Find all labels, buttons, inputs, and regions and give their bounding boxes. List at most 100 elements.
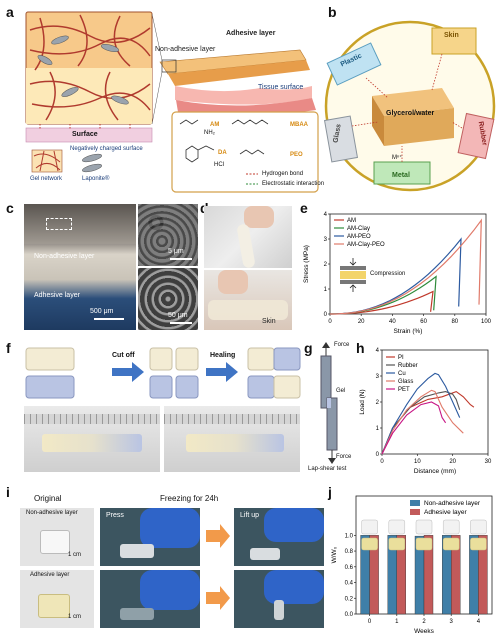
legend-da: DA — [218, 150, 227, 156]
sample-thumb-adhesive — [361, 537, 378, 551]
y-tick-label: 2 — [324, 262, 328, 268]
legend-label: Rubber — [398, 363, 418, 369]
scale-label-top: 5 μm — [168, 248, 184, 255]
scale-bar-bottom — [170, 322, 192, 324]
y-tick-label: 0.8 — [345, 549, 354, 555]
panel-b-diagram — [323, 20, 496, 192]
label-glycerol-water: Glycerol/water — [386, 110, 435, 117]
legend-nh2: NH₂ — [204, 130, 215, 136]
sample-thumb-adhesive — [415, 537, 433, 551]
bar-adhesive-layer — [450, 535, 461, 615]
sem-image-top — [138, 204, 198, 266]
scale-label-i-1: 1 cm — [68, 552, 82, 558]
label-d-skin: Skin — [262, 318, 276, 325]
bar-adhesive-layer — [478, 535, 488, 615]
x-axis-label: Weeks — [414, 628, 434, 635]
y-tick-label: 0.6 — [345, 565, 354, 571]
chart-j: 0.0 0.2 0.4 0.6 0.8 1.0 Weeks W/W₀ 0 1 2 3 4 Non-adhe… — [331, 495, 493, 635]
sample-thumb-adhesive — [442, 537, 460, 551]
panel-label-g: g — [304, 340, 313, 356]
bar-adhesive-layer — [369, 535, 379, 615]
x-tick-label: 0 — [368, 619, 372, 625]
sample-thumb-non-adhesive — [415, 519, 433, 535]
label-skin: Skin — [444, 32, 459, 39]
legend-label: Glass — [398, 379, 413, 385]
label-i-adhesive: Adhesive layer — [30, 572, 70, 578]
arrows-i — [206, 524, 230, 610]
x-tick-label: 1 — [395, 619, 399, 625]
label-cut-off: Cut off — [112, 352, 135, 359]
series-line-am — [330, 290, 434, 315]
label-c-non-adhesive: Non-adhesive layer — [34, 253, 95, 260]
legend-swatch — [410, 500, 420, 506]
label-lift-up: Lift up — [240, 512, 260, 519]
bar-adhesive-layer — [396, 535, 407, 615]
y-tick-label: 3 — [376, 374, 380, 380]
legend-label: Cu — [398, 371, 406, 377]
legend-hcl: HCl — [214, 162, 224, 168]
label-surface: Surface — [72, 131, 98, 138]
label-freezing: Freezing for 24h — [160, 494, 219, 503]
label-healing: Healing — [210, 352, 236, 359]
scale-label-i-2: 1 cm — [68, 614, 82, 620]
legend-label: AM-Clay-PEO — [347, 242, 385, 248]
inset-plate-bottom — [340, 280, 366, 284]
scale-label-main: 500 μm — [90, 308, 114, 315]
sample-thumb-non-adhesive — [361, 519, 378, 535]
x-tick-label: 0 — [380, 459, 384, 465]
x-tick-label: 0 — [328, 319, 332, 325]
sample-thumb-non-adhesive — [442, 519, 460, 535]
sample-thumb-non-adhesive — [388, 519, 406, 535]
label-press: Press — [106, 512, 124, 519]
legend-swatch — [410, 509, 420, 515]
legend-label: PET — [398, 387, 410, 393]
series-line-cu — [381, 372, 461, 455]
label-laponite: Laponite® — [82, 176, 110, 182]
legend-am: AM — [210, 122, 220, 128]
label-non-adhesive-layer: Non-adhesive layer — [155, 46, 216, 53]
sample-thumb-non-adhesive — [470, 519, 487, 535]
label-force-bottom: Force — [336, 454, 352, 460]
panel-label-a: a — [6, 4, 14, 20]
chart-e: 0 20 40 60 80 100 0 1 2 3 4 Strain (%) Stress (MPa) A… — [303, 212, 492, 335]
legend-label: Adhesive layer — [424, 509, 467, 516]
legend-hydrogen-bond: Hydrogen bond — [262, 171, 304, 177]
panel-a-schematic — [25, 11, 319, 193]
x-tick-label: 40 — [389, 319, 396, 325]
y-axis-label: Stress (MPa) — [303, 245, 310, 283]
x-tick-label: 20 — [449, 459, 456, 465]
inset-plate-top — [340, 266, 366, 270]
x-tick-label: 2 — [422, 619, 426, 625]
panel-label-e: e — [300, 200, 308, 216]
y-tick-label: 0.4 — [345, 581, 354, 587]
photo-d-top — [204, 206, 292, 268]
panel-label-i: i — [6, 484, 10, 500]
label-original: Original — [34, 494, 62, 503]
y-tick-label: 4 — [324, 212, 328, 218]
series-line-pet — [381, 401, 447, 455]
photo-i-lift-1 — [234, 508, 324, 566]
series-line-rubber — [381, 391, 461, 455]
y-tick-label: 1.0 — [345, 533, 354, 539]
panel-label-j: j — [328, 484, 332, 500]
y-axis-label: Load (N) — [359, 389, 366, 414]
legend-electrostatic: Electrostatic interaction — [262, 181, 325, 187]
legend-label: AM — [347, 218, 356, 224]
y-tick-label: 1 — [324, 287, 328, 293]
label-adhesive-layer: Adhesive layer — [226, 30, 276, 37]
x-tick-label: 100 — [481, 319, 492, 325]
inset-arrow-up — [349, 284, 357, 292]
x-tick-label: 3 — [450, 619, 454, 625]
photo-i-lift-2 — [234, 570, 324, 628]
label-metal: Metal — [392, 172, 410, 179]
legend-label: AM-Clay — [347, 226, 370, 232]
x-tick-label: 60 — [420, 319, 427, 325]
y-tick-label: 1 — [376, 426, 380, 432]
label-tissue-surface: Tissue surface — [258, 84, 304, 91]
x-axis-label: Distance (mm) — [414, 468, 456, 475]
inset-arrow-down — [349, 258, 357, 266]
sample-thumb-adhesive — [470, 537, 487, 551]
x-tick-label: 4 — [477, 619, 481, 625]
x-axis-label: Strain (%) — [394, 328, 423, 335]
x-tick-label: 10 — [414, 459, 421, 465]
